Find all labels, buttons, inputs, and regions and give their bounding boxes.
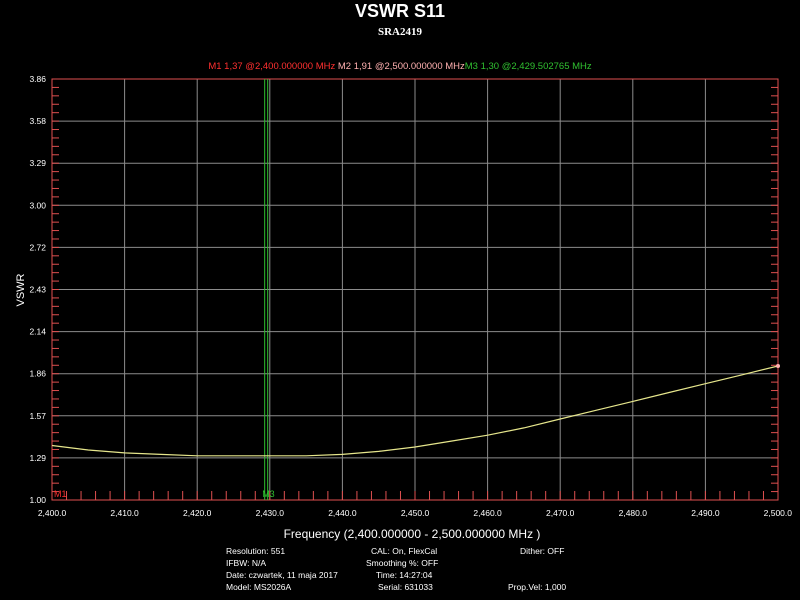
y-tick-label: 2.72 <box>29 242 46 252</box>
footer-cal: CAL: On, FlexCal <box>371 546 438 556</box>
marker-m2-readout: M2 1,91 @2,500.000000 MHz <box>337 61 465 72</box>
y-tick-label: 1.57 <box>29 411 46 421</box>
x-tick-label: 2,450.0 <box>401 508 430 518</box>
x-tick-label: 2,480.0 <box>619 508 648 518</box>
footer-date: Date: czwartek, 11 maja 2017 <box>226 570 338 580</box>
y-tick-label: 1.86 <box>29 369 46 379</box>
x-tick-label: 2,440.0 <box>328 508 357 518</box>
chart-title: VSWR S11 <box>354 1 446 21</box>
marker-m3-label: M3 <box>262 489 275 499</box>
x-tick-label: 2,430.0 <box>256 508 285 518</box>
y-tick-label: 2.14 <box>29 327 46 337</box>
footer-dither: Dither: OFF <box>520 546 565 556</box>
footer-smoothing: Smoothing %: OFF <box>366 558 439 568</box>
x-tick-label: 2,460.0 <box>473 508 502 518</box>
x-tick-label: 2,490.0 <box>691 508 720 518</box>
chart-subtitle: SRA2419 <box>377 26 422 38</box>
y-tick-label: 3.29 <box>29 158 46 168</box>
y-axis-label: VSWR <box>15 273 27 306</box>
y-tick-label: 3.58 <box>29 116 46 126</box>
instrument-footer: Resolution: 551 IFBW: N/A Date: czwartek… <box>0 544 800 600</box>
footer-time: Time: 14:27:04 <box>376 570 433 580</box>
vswr-chart: 3.86 3.58 3.29 3.00 2.72 2.43 2.14 1.86 1.57 1.29… <box>15 74 793 541</box>
x-tick-label: 2,410.0 <box>110 508 139 518</box>
x-tick-label: 2,400.0 <box>38 508 67 518</box>
y-tick-label: 1.00 <box>29 495 46 505</box>
marker-m2-dot <box>776 364 780 369</box>
vswr-trace <box>51 365 779 457</box>
footer-ifbw: IFBW: N/A <box>226 558 266 568</box>
x-tick-label: 2,500.0 <box>764 508 793 518</box>
footer-model: Model: MS2026A <box>226 582 292 592</box>
y-tick-label: 3.86 <box>29 74 46 84</box>
footer-resolution: Resolution: 551 <box>226 546 286 556</box>
footer-propvel: Prop.Vel: 1,000 <box>508 582 567 592</box>
x-tick-label: 2,470.0 <box>546 508 575 518</box>
y-tick-label: 2.43 <box>29 285 46 295</box>
y-tick-label: 3.00 <box>29 200 46 210</box>
marker-m1-label: M1 <box>54 489 67 499</box>
footer-serial: Serial: 631033 <box>378 582 433 592</box>
marker-readout: M1 1,37 @2,400.000000 MHz M2 1,91 @2,500… <box>0 61 800 72</box>
marker-m3-readout: M3 1,30 @2,429.502765 MHz <box>464 61 592 72</box>
plot-frame <box>51 78 779 501</box>
x-axis-label: Frequency (2,400.000000 - 2,500.000000 M… <box>284 527 541 541</box>
y-tick-label: 1.29 <box>29 453 46 463</box>
x-tick-label: 2,420.0 <box>183 508 212 518</box>
marker-m1-readout: M1 1,37 @2,400.000000 MHz <box>208 61 336 72</box>
